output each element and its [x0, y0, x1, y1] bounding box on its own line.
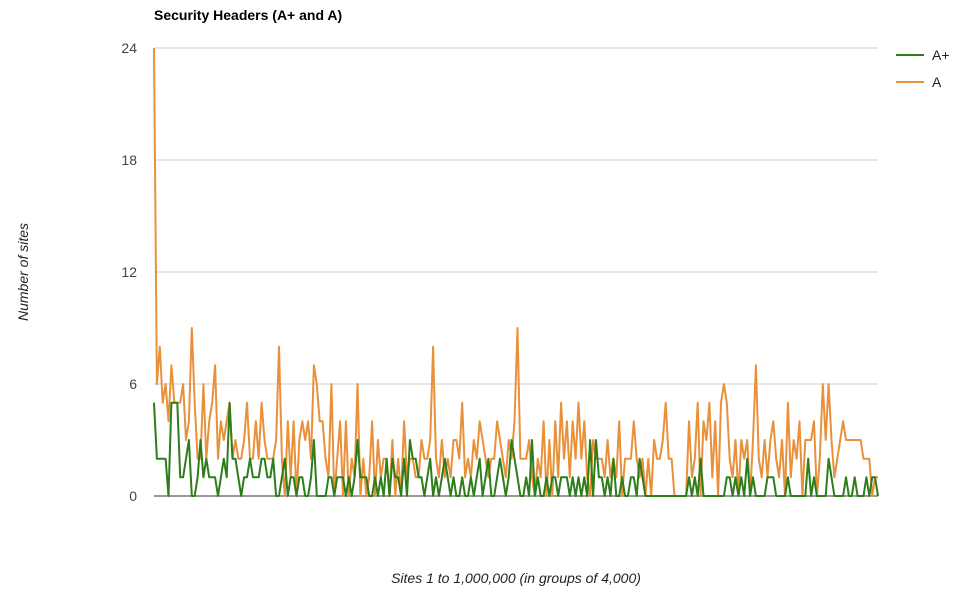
series-line-a-plus[interactable]	[153, 401, 879, 497]
y-tick-label: 24	[121, 40, 137, 56]
legend-label: A+	[932, 47, 950, 63]
legend-item-a[interactable]: A	[896, 74, 941, 90]
legend-swatch	[896, 54, 924, 56]
y-tick-label: 6	[129, 376, 137, 392]
x-axis-label: Sites 1 to 1,000,000 (in groups of 4,000…	[391, 570, 641, 586]
legend-label: A	[932, 74, 942, 90]
series-line-a[interactable]	[153, 47, 878, 497]
y-tick-label: 0	[129, 488, 137, 504]
y-tick-label: 18	[121, 152, 137, 168]
legend-item-a-plus[interactable]: A+	[896, 47, 950, 63]
legend-swatch	[896, 81, 924, 83]
chart-title: Security Headers (A+ and A)	[154, 7, 343, 23]
y-tick-label: 12	[121, 264, 137, 280]
